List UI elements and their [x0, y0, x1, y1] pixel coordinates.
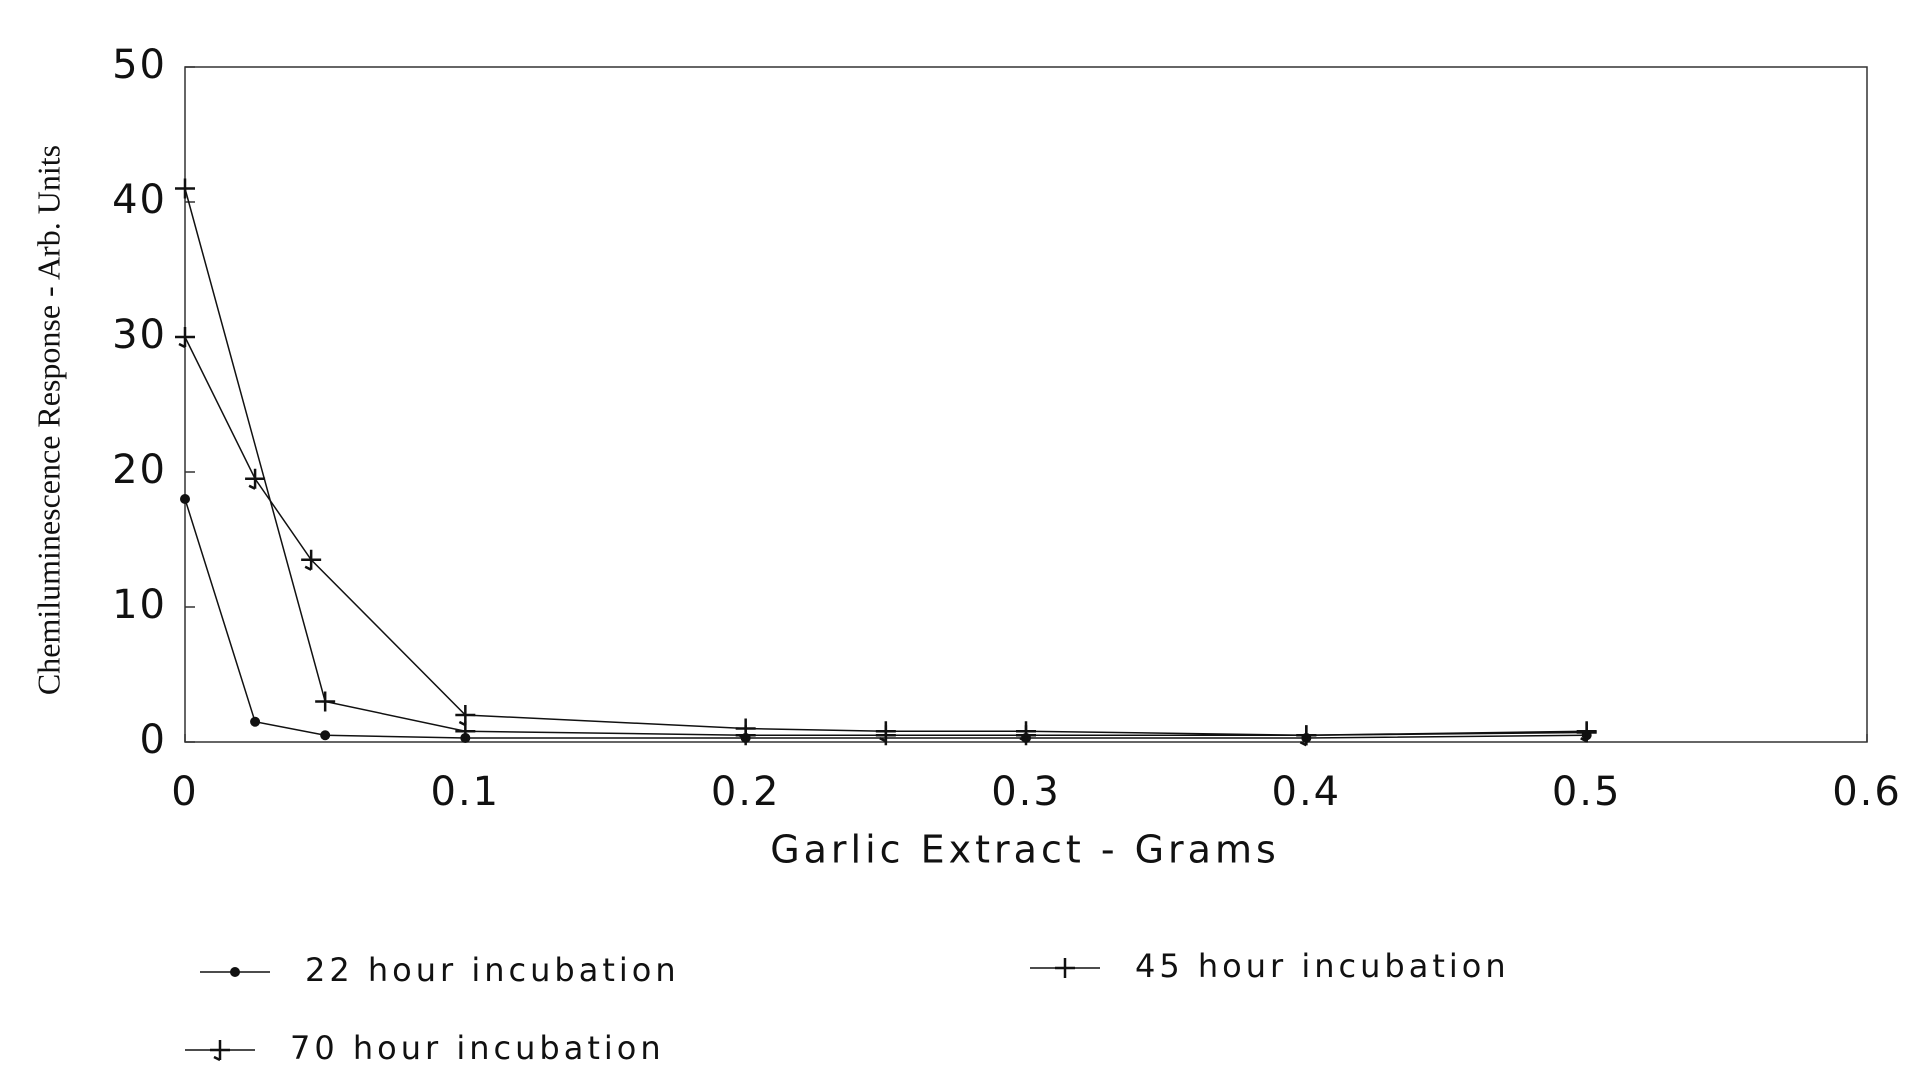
- legend-label: 22 hour incubation: [305, 951, 680, 989]
- y-tick-label: 10: [112, 582, 167, 628]
- legend-marker: [230, 967, 240, 977]
- data-point: [180, 494, 190, 504]
- legend-marker: [1055, 958, 1075, 978]
- data-point: [175, 327, 195, 349]
- data-point: [175, 178, 195, 199]
- data-point: [301, 549, 322, 571]
- data-point: [245, 468, 266, 490]
- data-point: [250, 716, 261, 727]
- legend-marker: [210, 1040, 230, 1062]
- legend-label: 70 hour incubation: [290, 1029, 665, 1067]
- x-tick-label: 0: [171, 769, 198, 815]
- x-tick-label: 0.5: [1552, 769, 1622, 815]
- y-tick-label: 0: [140, 717, 167, 763]
- data-point: [1296, 725, 1317, 747]
- data-point: [1576, 721, 1597, 743]
- y-tick-label: 20: [112, 447, 167, 493]
- x-tick-label: 0.4: [1272, 769, 1342, 815]
- y-tick-label: 40: [112, 177, 167, 223]
- data-point: [320, 730, 331, 741]
- x-tick-label: 0.3: [991, 769, 1061, 815]
- x-tick-label: 0.2: [711, 769, 781, 815]
- data-point: [455, 705, 476, 727]
- x-axis-label: Garlic Extract - Grams: [770, 828, 1280, 872]
- series-line: [184, 498, 1587, 739]
- data-point: [1016, 721, 1036, 743]
- y-tick-label: 30: [112, 312, 167, 358]
- x-tick-label: 0.1: [431, 769, 501, 815]
- y-axis-label: Chemiluminescence Response - Arb. Units: [30, 145, 66, 695]
- legend-label: 45 hour incubation: [1135, 947, 1510, 985]
- data-point: [735, 718, 756, 740]
- data-point: [315, 691, 336, 712]
- x-tick-label: 0.6: [1832, 769, 1902, 815]
- y-tick-label: 50: [112, 42, 167, 88]
- data-point: [875, 721, 896, 743]
